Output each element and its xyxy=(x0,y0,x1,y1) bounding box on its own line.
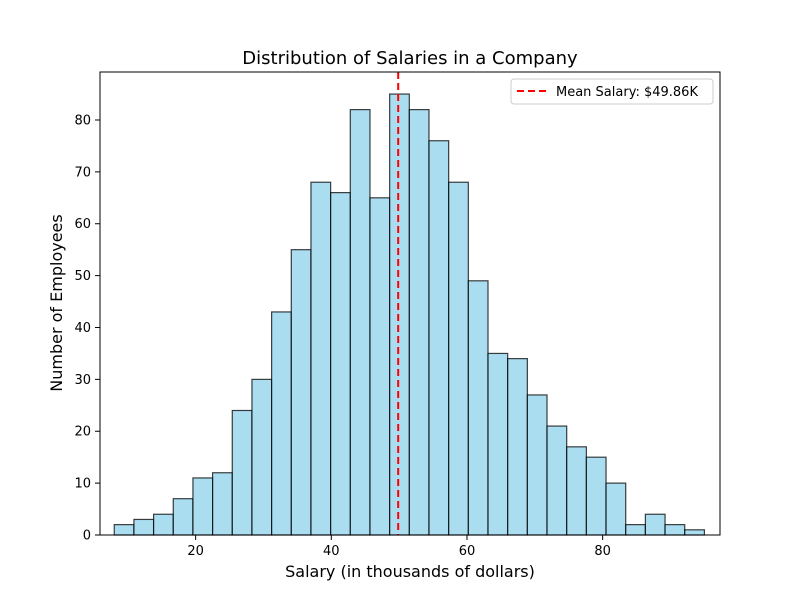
histogram-bar xyxy=(566,446,587,536)
histogram-bar xyxy=(133,518,155,536)
histogram-bar xyxy=(448,181,469,536)
histogram-bar xyxy=(152,513,174,536)
y-tick-label: 50 xyxy=(74,269,91,284)
histogram-bar xyxy=(389,93,410,536)
histogram-bar xyxy=(251,378,273,536)
histogram-bar xyxy=(467,280,489,536)
y-axis-ticks: 0 10 20 30 40 50 60 70 80 xyxy=(74,113,100,544)
y-tick-label: 0 xyxy=(83,529,91,544)
histogram-bar xyxy=(625,524,646,536)
histogram-bar xyxy=(271,311,292,536)
legend: Mean Salary: $49.86K xyxy=(510,78,714,105)
histogram-bar xyxy=(585,456,607,536)
x-axis-label: Salary (in thousands of dollars) xyxy=(285,562,535,581)
plot-frame xyxy=(99,71,721,536)
legend-mean-label: Mean Salary: $49.86K xyxy=(556,85,698,100)
bars-group xyxy=(113,93,705,536)
histogram-bar xyxy=(369,197,391,536)
histogram-bar xyxy=(310,181,332,536)
y-tick-label: 40 xyxy=(74,321,91,336)
histogram-bar xyxy=(212,472,233,536)
x-tick-label: 80 xyxy=(594,544,611,559)
histogram-bar xyxy=(349,109,371,536)
histogram-bar xyxy=(644,513,666,536)
y-tick-label: 30 xyxy=(74,373,91,388)
histogram-bar xyxy=(113,524,135,536)
y-tick-label: 60 xyxy=(74,217,91,232)
chart-title: Distribution of Salaries in a Company xyxy=(242,48,578,69)
y-tick-label: 70 xyxy=(74,165,91,180)
histogram-bar xyxy=(546,425,568,536)
histogram-bar xyxy=(192,477,214,536)
histogram-bar xyxy=(664,524,686,536)
x-tick-label: 20 xyxy=(187,544,204,559)
histogram-bar xyxy=(605,482,627,536)
histogram-bar xyxy=(507,358,528,536)
y-axis-label: Number of Employees xyxy=(47,214,66,391)
x-axis-ticks: 20 40 60 80 xyxy=(187,535,611,559)
histogram-bar xyxy=(172,498,194,536)
x-tick-label: 60 xyxy=(459,544,476,559)
histogram-bar xyxy=(231,409,253,536)
y-tick-label: 10 xyxy=(74,477,91,492)
histogram-bar xyxy=(428,140,450,536)
histogram-bar xyxy=(487,352,509,536)
histogram-bar xyxy=(408,109,430,536)
legend-box xyxy=(510,78,714,105)
y-tick-label: 20 xyxy=(74,425,91,440)
histogram-bar xyxy=(330,192,351,536)
histogram-bar xyxy=(290,249,312,536)
y-tick-label: 80 xyxy=(74,113,91,128)
histogram-bar xyxy=(526,394,548,536)
histogram-bar xyxy=(684,529,705,536)
x-tick-label: 40 xyxy=(323,544,340,559)
